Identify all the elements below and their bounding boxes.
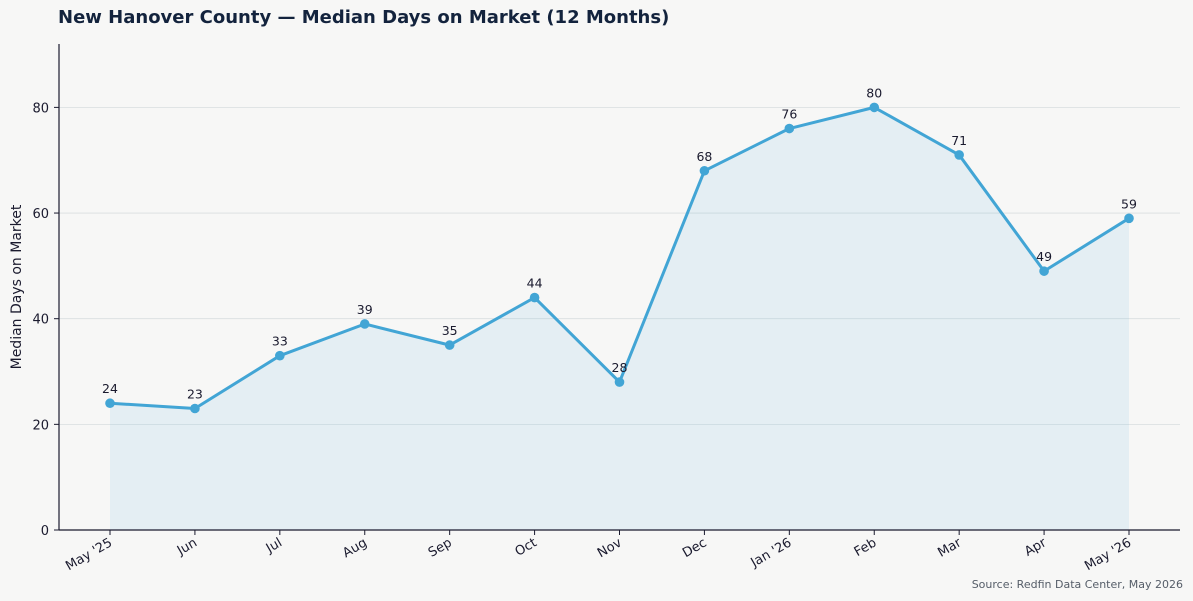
y-axis-label: Median Days on Market (9, 204, 25, 369)
data-point (444, 340, 455, 350)
x-tick-label: Dec (680, 535, 709, 561)
data-point (614, 377, 625, 387)
x-tick-label: Oct (513, 535, 540, 559)
data-point (784, 123, 795, 134)
x-tick-label: Jan '26 (748, 535, 795, 571)
data-point (1039, 266, 1049, 276)
series-layer (105, 102, 1134, 414)
data-label: 39 (357, 302, 373, 317)
x-tick-label: Jun (174, 535, 200, 559)
data-point (190, 403, 200, 414)
data-label: 28 (612, 360, 628, 375)
chart-title: New Hanover County — Median Days on Mark… (58, 7, 669, 28)
source-note: Source: Redfin Data Center, May 2026 (972, 578, 1183, 591)
grid-layer (59, 106, 1180, 425)
data-point (105, 398, 115, 409)
data-point (275, 350, 285, 361)
data-label: 71 (951, 133, 967, 148)
data-label: 44 (527, 276, 543, 291)
x-tick-label: Feb (852, 535, 879, 560)
area-fill (110, 107, 1129, 531)
data-label: 59 (1121, 196, 1137, 211)
x-tick-label: May '26 (1082, 535, 1134, 574)
data-label: 33 (272, 334, 288, 349)
x-tick-label: Jul (263, 535, 285, 556)
labels-layer: 24 23 33 39 35 44 28 68 76 80 71 49 59 (102, 85, 1137, 401)
data-point (359, 319, 370, 329)
data-label: 68 (696, 149, 712, 164)
data-label: 24 (102, 381, 118, 396)
y-tick-label: 60 (32, 207, 49, 222)
y-tick-label: 80 (32, 101, 49, 116)
x-tick-label: May '25 (63, 535, 115, 574)
x-tick-label: Apr (1022, 535, 1050, 560)
x-tick-label: Aug (340, 535, 369, 561)
data-point (699, 165, 710, 176)
y-tick-label: 0 (41, 524, 49, 539)
data-point (954, 150, 964, 160)
data-label: 35 (442, 323, 458, 338)
x-tick-label: Mar (935, 535, 964, 561)
area-layer (110, 107, 1129, 531)
data-label: 76 (781, 107, 797, 122)
data-point (869, 102, 880, 113)
data-label: 23 (187, 387, 203, 402)
data-point (1124, 213, 1134, 224)
data-label: 80 (866, 85, 882, 100)
data-label: 49 (1036, 249, 1052, 264)
x-tick-label: Sep (426, 535, 455, 560)
data-point (529, 292, 540, 303)
y-tick-label: 40 (32, 313, 49, 328)
y-tick-label: 20 (32, 418, 49, 433)
x-tick-label: Nov (595, 535, 625, 561)
